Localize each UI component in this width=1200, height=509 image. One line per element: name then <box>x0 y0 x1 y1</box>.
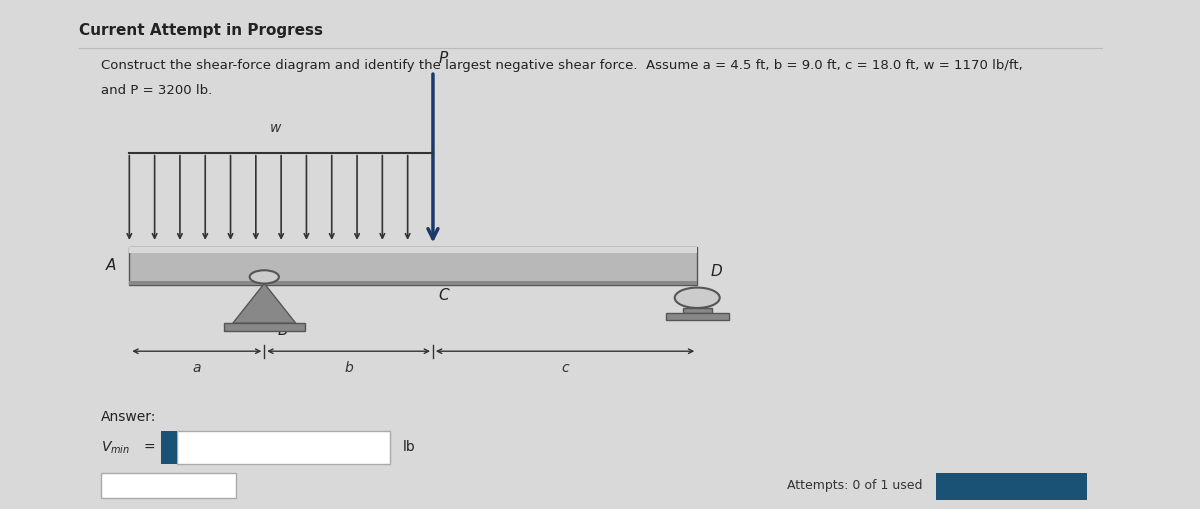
Text: $V_{min}$: $V_{min}$ <box>101 440 131 456</box>
FancyBboxPatch shape <box>101 473 236 498</box>
Text: Submit Answer: Submit Answer <box>958 480 1064 493</box>
Text: Attempts: 0 of 1 used: Attempts: 0 of 1 used <box>787 479 922 492</box>
Text: lb: lb <box>402 440 415 455</box>
FancyBboxPatch shape <box>130 247 697 253</box>
Text: Current Attempt in Progress: Current Attempt in Progress <box>79 23 323 38</box>
FancyBboxPatch shape <box>130 247 697 285</box>
Text: w: w <box>270 121 281 135</box>
Text: Answer:: Answer: <box>101 410 156 424</box>
Text: c: c <box>562 361 569 376</box>
Circle shape <box>250 270 278 284</box>
Text: and P = 3200 lb.: and P = 3200 lb. <box>101 84 212 97</box>
Text: =: = <box>144 441 156 455</box>
Text: i: i <box>167 442 170 453</box>
FancyBboxPatch shape <box>176 431 390 464</box>
Text: b: b <box>344 361 353 376</box>
Circle shape <box>674 288 720 308</box>
Text: C: C <box>438 288 449 302</box>
Text: B: B <box>277 323 288 338</box>
Text: Save for Later: Save for Later <box>127 479 210 492</box>
Text: A: A <box>106 259 116 273</box>
FancyBboxPatch shape <box>223 323 305 331</box>
Polygon shape <box>233 284 295 323</box>
Text: a: a <box>192 361 202 376</box>
FancyBboxPatch shape <box>666 313 728 320</box>
FancyBboxPatch shape <box>130 281 697 285</box>
FancyBboxPatch shape <box>161 431 176 464</box>
FancyBboxPatch shape <box>936 473 1087 500</box>
Text: Construct the shear-force diagram and identify the largest negative shear force.: Construct the shear-force diagram and id… <box>101 59 1022 72</box>
Text: P: P <box>438 51 448 66</box>
Text: D: D <box>710 264 722 278</box>
FancyBboxPatch shape <box>683 308 712 313</box>
